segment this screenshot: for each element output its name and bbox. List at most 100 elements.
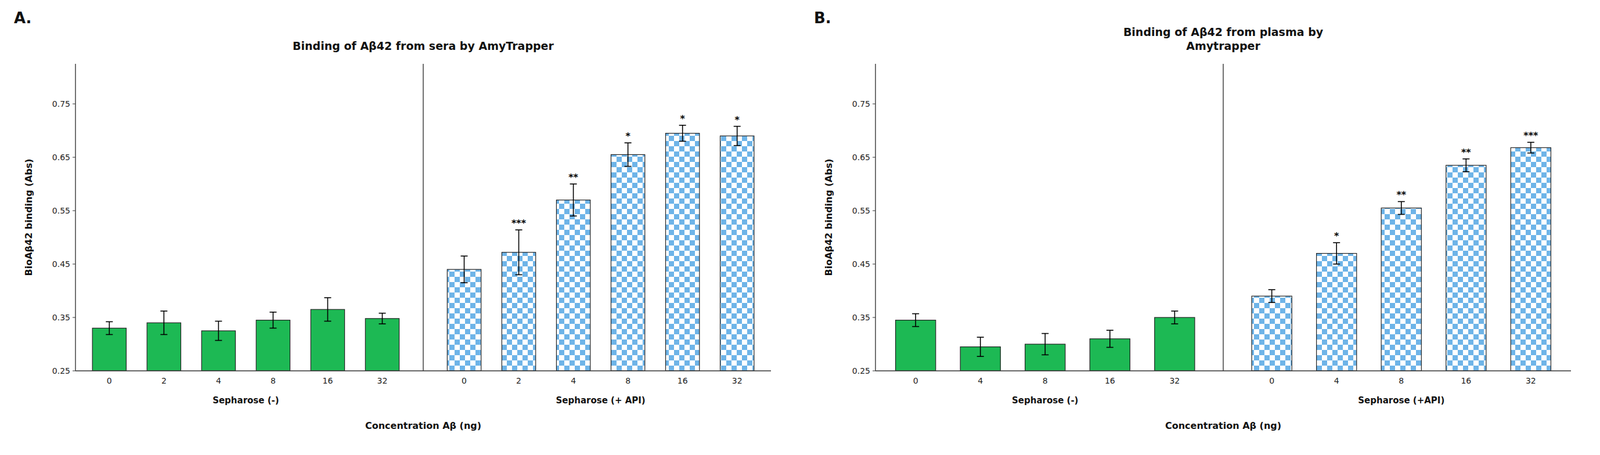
y-tick-label: 0.65: [52, 152, 71, 162]
y-tick: [72, 370, 76, 372]
x-tick-label: 8: [1042, 376, 1048, 386]
x-tick-label: 16: [322, 376, 334, 386]
significance-label: *: [734, 114, 741, 126]
x-tick-label: 32: [732, 376, 743, 386]
error-bar: [515, 229, 523, 275]
error-bar: [1397, 201, 1405, 215]
y-axis: [874, 63, 876, 371]
y-tick-label: 0.25: [52, 366, 71, 376]
error-bar: [214, 321, 222, 341]
significance-label: *: [679, 113, 686, 125]
y-tick: [872, 103, 876, 105]
x-tick-label: 8: [270, 376, 276, 386]
y-tick-label: 0.45: [52, 259, 71, 269]
significance-label: ***: [511, 217, 527, 229]
y-tick: [72, 103, 76, 105]
significance-label: *: [625, 130, 631, 142]
error-bar: [977, 337, 985, 357]
error-bar: [1527, 142, 1535, 153]
x-axis-label: Concentration Aβ (ng): [1165, 420, 1282, 432]
y-tick-label: 0.55: [52, 206, 71, 216]
y-tick: [72, 157, 76, 158]
y-tick-label: 0.45: [852, 259, 871, 269]
error-bar: [624, 142, 632, 167]
x-tick-label: 32: [1169, 376, 1180, 386]
bar: [1510, 147, 1551, 371]
y-tick: [872, 264, 876, 265]
panel: 0.250.350.450.550.650.75********02481632…: [13, 9, 771, 432]
y-tick-label: 0.35: [52, 312, 71, 323]
error-bar: [733, 126, 741, 146]
group-label: Sepharose (-): [212, 395, 279, 406]
y-tick: [872, 157, 876, 158]
y-tick: [872, 317, 876, 319]
bar: [556, 200, 590, 371]
x-tick-label: 0: [461, 376, 467, 386]
panel-label: A.: [13, 9, 32, 27]
error-bar: [679, 125, 687, 142]
error-bar: [1170, 311, 1178, 324]
title: Binding of Aβ42 from plasma byAmytrapper: [1123, 25, 1324, 53]
y-tick-label: 0.25: [852, 366, 871, 376]
x-tick-label: 8: [625, 376, 631, 386]
y-tick-label: 0.75: [52, 99, 71, 109]
title: Binding of Aβ42 from sera by AmyTrapper: [292, 39, 554, 53]
group-label: Sepharose (+API): [1357, 395, 1445, 406]
x-tick-label: 16: [1104, 376, 1116, 386]
figure: 0.250.350.450.550.650.75********02481632…: [0, 0, 1600, 455]
bar: [92, 328, 126, 371]
y-tick-label: 0.55: [852, 206, 871, 216]
significance-label: **: [568, 171, 579, 183]
significance-label: *: [1334, 230, 1340, 242]
bar: [256, 320, 290, 371]
bar: [365, 318, 399, 371]
bar: [895, 320, 936, 371]
x-axis-label: Concentration Aβ (ng): [365, 420, 482, 432]
y-tick: [72, 317, 76, 319]
x-tick-label: 2: [516, 376, 522, 386]
x-tick-label: 8: [1398, 376, 1404, 386]
y-tick: [72, 264, 76, 265]
x-tick-label: 16: [1460, 376, 1472, 386]
y-tick-label: 0.75: [852, 99, 871, 109]
bar: [720, 135, 755, 371]
error-bar: [1268, 289, 1276, 303]
group-label: Sepharose (-): [1011, 395, 1079, 406]
y-axis-label: BioAβ42 binding (Abs): [23, 158, 35, 276]
x-tick-label: 4: [977, 376, 983, 386]
x-tick-label: 0: [913, 376, 919, 386]
bar: [447, 269, 481, 371]
error-bar: [269, 312, 277, 329]
error-bar: [105, 321, 113, 335]
bar: [1154, 317, 1195, 371]
y-tick-label: 0.65: [852, 152, 871, 162]
error-bar: [378, 313, 386, 324]
x-tick-label: 2: [161, 376, 167, 386]
error-bar: [160, 311, 168, 335]
group-label: Sepharose (+ API): [555, 395, 645, 406]
bar: [665, 133, 700, 371]
error-bar: [1106, 330, 1114, 348]
y-tick: [872, 370, 876, 372]
bar: [1316, 253, 1357, 371]
group-divider: [422, 63, 424, 371]
bar: [610, 154, 645, 371]
panel: 0.250.350.450.550.650.75********0481632S…: [813, 9, 1571, 432]
x-tick-label: 4: [215, 376, 222, 386]
x-tick-label: 4: [570, 376, 576, 386]
bar: [1446, 165, 1487, 371]
x-tick-label: 0: [1269, 376, 1275, 386]
error-bar: [912, 314, 920, 327]
error-bar: [1041, 333, 1049, 356]
bar: [1251, 296, 1292, 371]
group-divider: [1222, 63, 1224, 371]
y-tick: [72, 210, 76, 212]
error-bar: [570, 184, 578, 216]
error-bar: [323, 297, 331, 322]
y-tick: [872, 210, 876, 212]
y-axis-label: BioAβ42 binding (Abs): [823, 158, 835, 276]
y-axis: [74, 63, 76, 371]
significance-label: **: [1396, 189, 1407, 201]
error-bar: [460, 256, 468, 283]
significance-label: **: [1461, 146, 1472, 158]
